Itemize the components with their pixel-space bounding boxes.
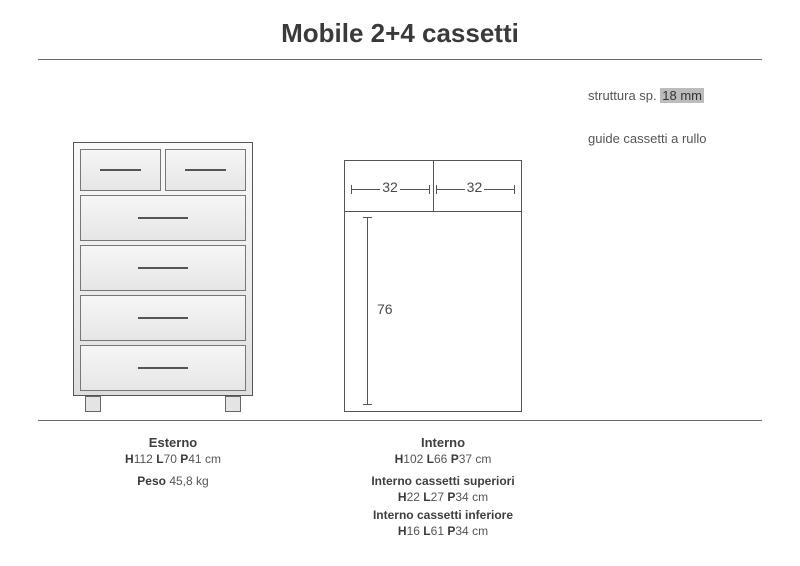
- specs-row: Esterno H112 L70 P41 cm Peso 45,8 kg Int…: [0, 421, 800, 538]
- interno-title: Interno: [308, 435, 578, 450]
- interno-inf-title: Interno cassetti inferiore: [308, 508, 578, 522]
- page-title: Mobile 2+4 cassetti: [0, 0, 800, 59]
- note-struttura: struttura sp. 18 mm: [588, 88, 762, 103]
- dresser-illustration: [73, 142, 253, 412]
- note-guide: guide cassetti a rullo: [588, 131, 762, 146]
- dim-top-right: 32: [465, 179, 485, 195]
- interior-drawing: 32 32 76: [308, 88, 558, 412]
- diagram-area: 32 32 76 struttura sp. 18 mm guide casse…: [0, 60, 800, 420]
- esterno-peso: Peso 45,8 kg: [38, 474, 308, 488]
- dim-main-height: 76: [375, 301, 395, 317]
- exterior-drawing: [38, 88, 288, 412]
- interno-sup-title: Interno cassetti superiori: [308, 474, 578, 488]
- interno-dims: H102 L66 P37 cm: [308, 452, 578, 466]
- spec-interno: Interno H102 L66 P37 cm Interno cassetti…: [308, 435, 578, 538]
- interno-sup-dims: H22 L27 P34 cm: [308, 490, 578, 504]
- dim-top-left: 32: [380, 179, 400, 195]
- side-notes: struttura sp. 18 mm guide cassetti a rul…: [558, 88, 762, 412]
- esterno-title: Esterno: [38, 435, 308, 450]
- interno-inf-dims: H16 L61 P34 cm: [308, 524, 578, 538]
- interior-box: 32 32 76: [344, 160, 522, 412]
- esterno-dims: H112 L70 P41 cm: [38, 452, 308, 466]
- struttura-value: 18 mm: [660, 88, 704, 103]
- spec-esterno: Esterno H112 L70 P41 cm Peso 45,8 kg: [38, 435, 308, 538]
- struttura-label: struttura sp.: [588, 88, 657, 103]
